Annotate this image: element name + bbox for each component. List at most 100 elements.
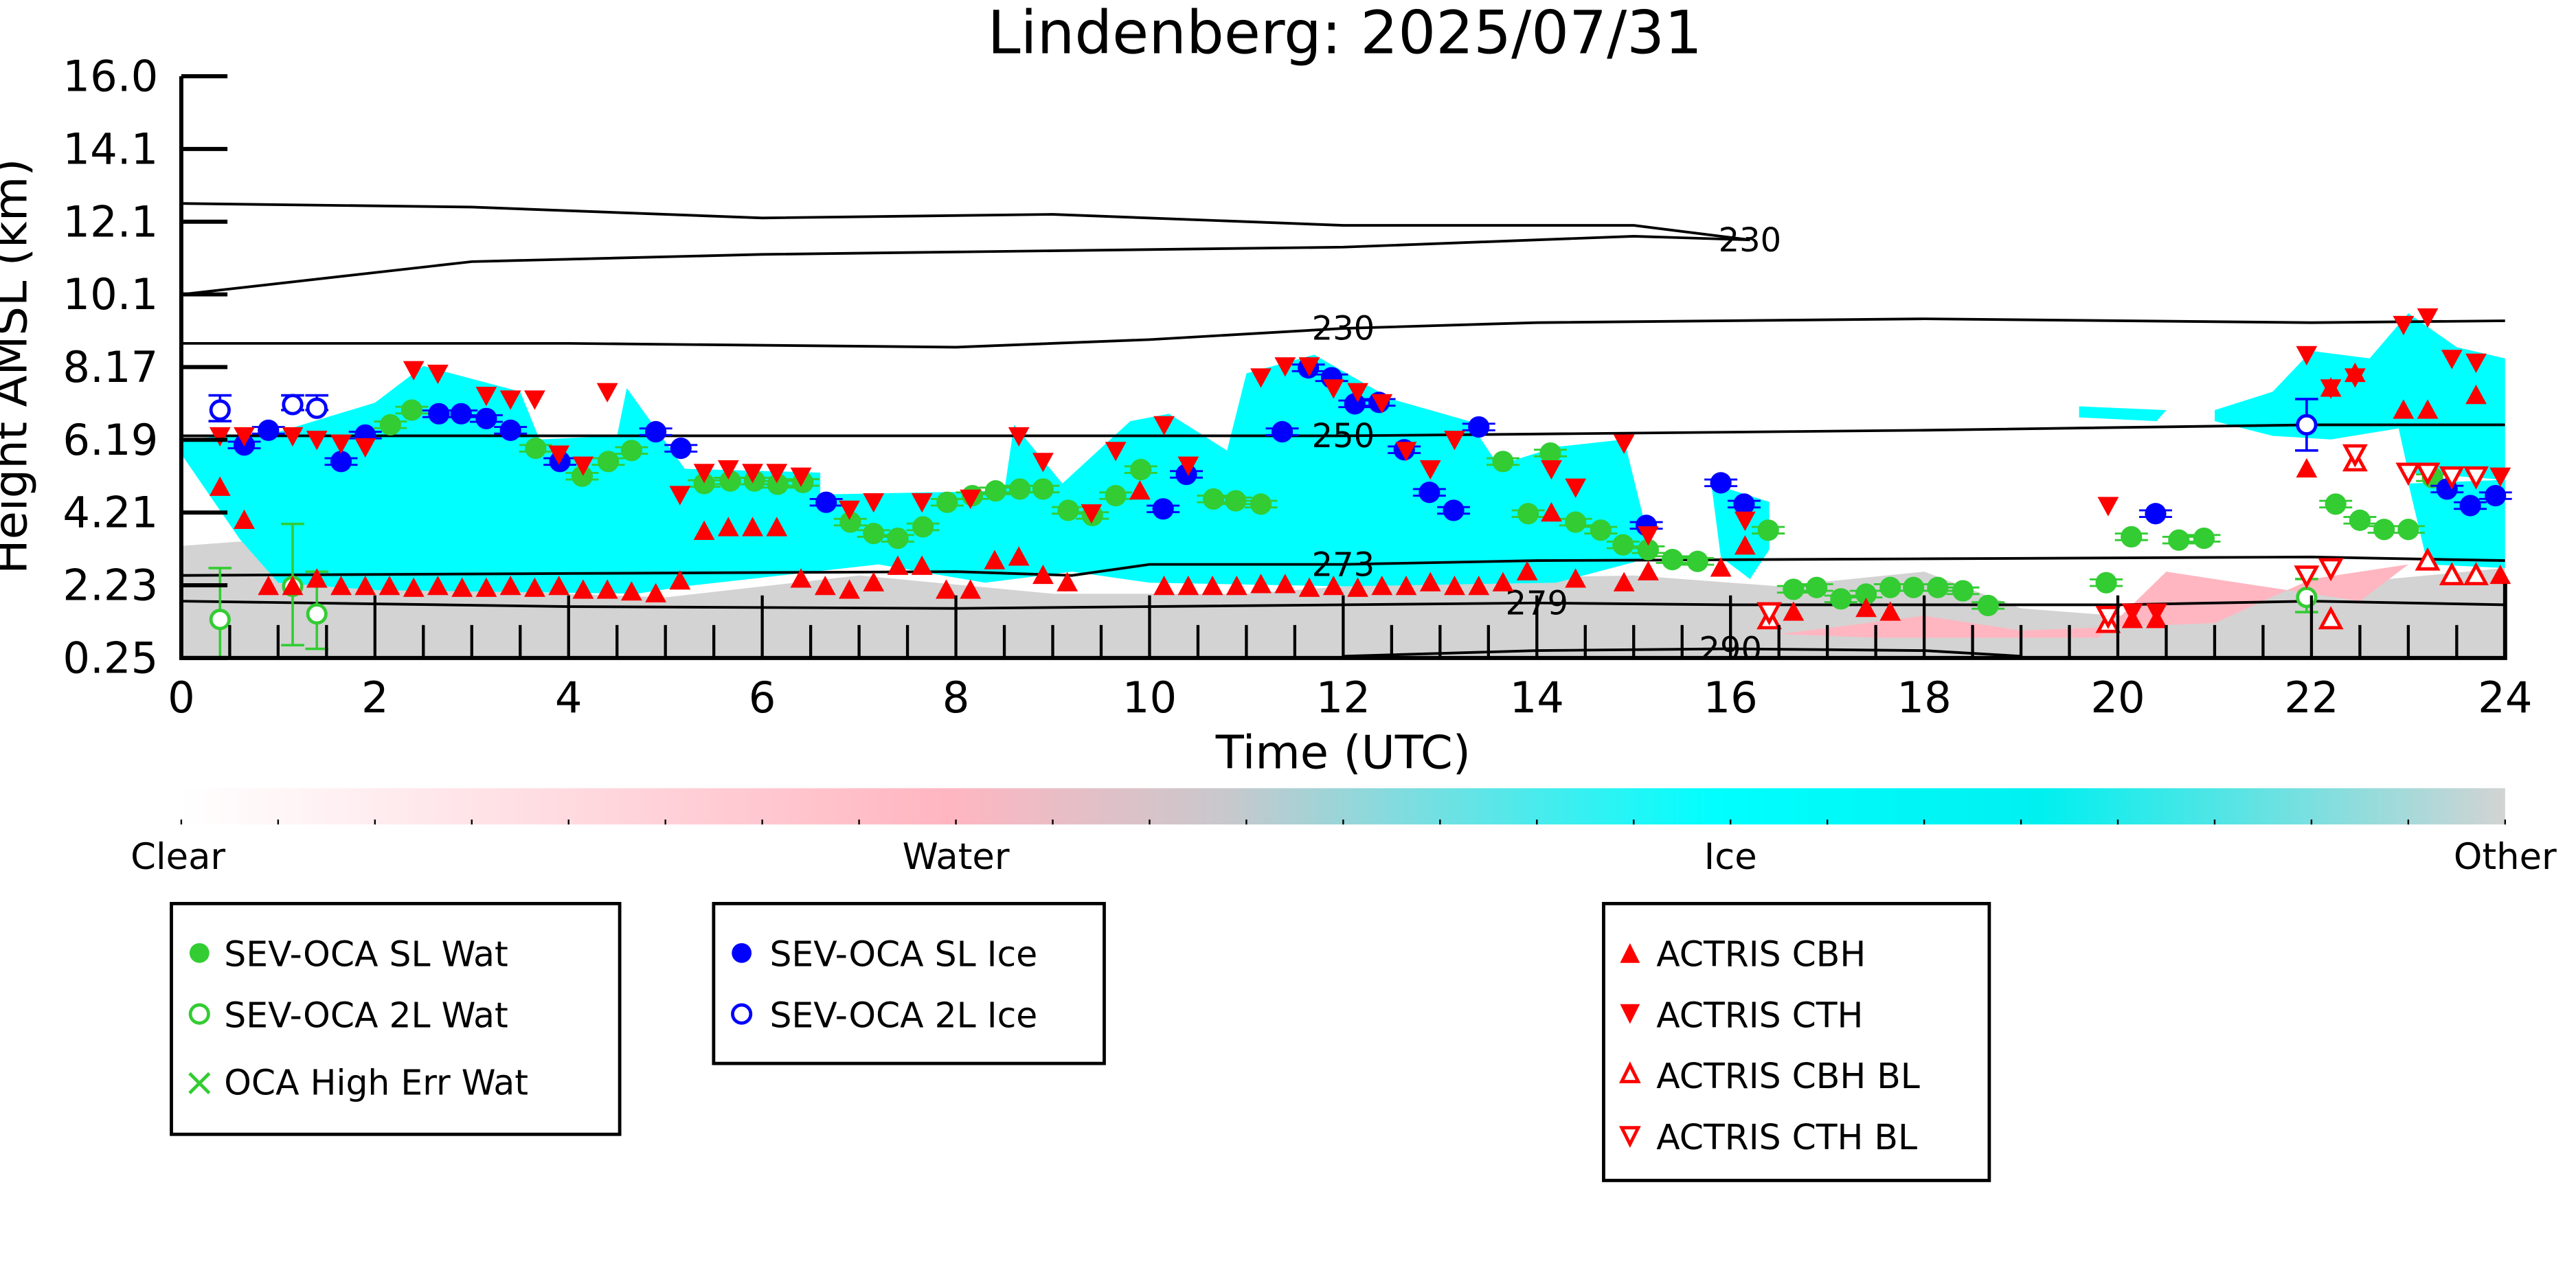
- actris-cbh-point: [1710, 557, 1732, 577]
- sev-oca-sl-ice-point: [2485, 484, 2507, 507]
- colorbar: [181, 788, 2505, 825]
- actris-cth-bl-point: [2415, 462, 2441, 486]
- colorbar-label-ice: Ice: [1704, 836, 1757, 878]
- sev-oca-sl-wat-point: [1927, 576, 1949, 598]
- actris-cth-point: [2097, 497, 2119, 517]
- actris-cbh-point: [451, 577, 473, 597]
- sev-oca-sl-ice-point: [1468, 416, 1490, 438]
- actris-cth-point: [282, 427, 304, 447]
- sev-oca-sl-ice-point: [1710, 472, 1732, 494]
- sev-oca-sl-wat-point: [2325, 493, 2347, 515]
- actris-cth-point: [596, 383, 618, 403]
- actris-cbh-point: [596, 579, 618, 599]
- actris-cbh-point: [936, 579, 957, 599]
- actris-cbh-bl-point: [2318, 606, 2344, 630]
- actris-cth-point: [1565, 478, 1587, 498]
- actris-cbh-point: [379, 575, 400, 596]
- sev-oca-sl-wat-point: [2095, 572, 2117, 594]
- sev-oca-sl-wat-point: [1879, 576, 1901, 598]
- sev-oca-sl-wat-point: [1565, 511, 1587, 533]
- sev-oca-2l-wat-point: [2296, 587, 2318, 609]
- actris-cth-point: [2465, 353, 2487, 373]
- actris-cth-point: [1032, 453, 1054, 473]
- actris-cth-point: [1637, 526, 1659, 546]
- legend-label: SEV-OCA SL Wat: [224, 934, 508, 975]
- actris-cbh-bl-point: [2463, 562, 2489, 585]
- sev-oca-sl-wat-point: [2397, 519, 2419, 541]
- actris-cth-point: [548, 445, 570, 465]
- sev-oca-sl-wat-point: [2121, 526, 2143, 548]
- actris-cth-point: [475, 387, 497, 407]
- actris-cbh-point: [523, 577, 545, 597]
- actris-cth-point: [1613, 434, 1635, 454]
- actris-cth-point: [2417, 308, 2439, 328]
- actris-cth-point: [2320, 379, 2342, 399]
- actris-cbh-point: [1734, 535, 1756, 555]
- actris-cth-point: [1177, 456, 1199, 476]
- actris-cth-point: [499, 390, 521, 410]
- actris-cbh-point: [2465, 384, 2487, 405]
- y-axis-label: Height AMSL (km): [0, 159, 37, 574]
- actris-cbh-point: [1225, 575, 1247, 596]
- x-tick-label: 2: [361, 673, 389, 723]
- colorbar-label-clear: Clear: [131, 836, 225, 878]
- actris-cbh-point: [620, 581, 642, 601]
- actris-cth-point: [1298, 357, 1320, 377]
- sev-oca-sl-ice-point: [644, 420, 667, 443]
- actris-cth-bl-point: [2439, 466, 2465, 490]
- sev-oca-sl-ice-point: [2459, 495, 2481, 517]
- legend-ice: SEV-OCA SL Ice SEV-OCA 2L Ice: [712, 901, 1106, 1065]
- data-markers: [208, 308, 2512, 659]
- sev-oca-sl-wat-point: [620, 440, 642, 462]
- y-tick-label: 0.25: [63, 633, 158, 683]
- actris-cth-point: [1395, 442, 1417, 462]
- x-tick-label: 18: [1897, 673, 1951, 723]
- sev-oca-sl-wat-point: [1492, 451, 1514, 473]
- x-tick-label: 8: [942, 673, 970, 723]
- sev-oca-sl-wat-point: [1539, 442, 1561, 464]
- y-tick-label: 2.23: [63, 561, 158, 611]
- actris-cth-point: [863, 493, 885, 513]
- actris-cth-point: [717, 460, 739, 480]
- x-tick-label: 4: [555, 673, 583, 723]
- legend-label: ACTRIS CBH BL: [1656, 1056, 1920, 1096]
- actris-cbh-point: [2489, 564, 2511, 585]
- x-tick-label: 16: [1704, 673, 1758, 723]
- sev-oca-sl-wat-point: [1612, 534, 1634, 556]
- actris-cbh-point: [790, 568, 812, 588]
- actris-cth-point: [306, 431, 328, 451]
- actris-cth-point: [1274, 357, 1296, 377]
- sev-oca-sl-wat-point: [887, 527, 909, 550]
- cloud-region-water: [1778, 564, 2408, 638]
- legend-marker-cth: [1620, 1004, 1640, 1024]
- legend-marker-x-icon: [188, 1072, 211, 1094]
- actris-cbh-point: [1347, 577, 1368, 597]
- actris-cbh-point: [354, 575, 376, 596]
- x-tick-label: 22: [2284, 673, 2338, 723]
- legend-label: ACTRIS CBH: [1656, 934, 1866, 975]
- x-tick-label: 20: [2090, 673, 2145, 723]
- actris-cth-bl-point: [1756, 602, 1783, 626]
- actris-cbh-point: [1541, 502, 1562, 522]
- actris-cbh-point: [1395, 575, 1417, 596]
- actris-cbh-point: [1565, 568, 1587, 588]
- sev-oca-sl-wat-point: [1130, 459, 1152, 481]
- sev-oca-sl-wat-point: [1590, 519, 1612, 541]
- legend-marker-2l-wat: [188, 1003, 210, 1025]
- actris-cbh-bl-point: [2439, 562, 2465, 585]
- x-tick-label: 12: [1316, 673, 1370, 723]
- actris-cbh-point: [1274, 574, 1296, 594]
- sev-oca-sl-wat-point: [1783, 578, 1805, 600]
- actris-cth-point: [1008, 427, 1030, 447]
- actris-cth-point: [1105, 442, 1127, 462]
- sev-oca-sl-wat-point: [1225, 490, 1247, 512]
- sev-oca-2l-ice-point: [306, 397, 328, 419]
- actris-cbh-point: [403, 577, 425, 597]
- y-tick-label: 14.1: [63, 124, 158, 174]
- actris-cth-point: [2121, 603, 2143, 623]
- legend-water: SEV-OCA SL Wat SEV-OCA 2L Wat OCA High E…: [170, 901, 622, 1136]
- contour-label-250: 250: [1312, 417, 1375, 455]
- sev-oca-sl-wat-point: [1757, 519, 1779, 541]
- actris-cth-point: [234, 427, 255, 447]
- actris-cth-point: [669, 486, 691, 506]
